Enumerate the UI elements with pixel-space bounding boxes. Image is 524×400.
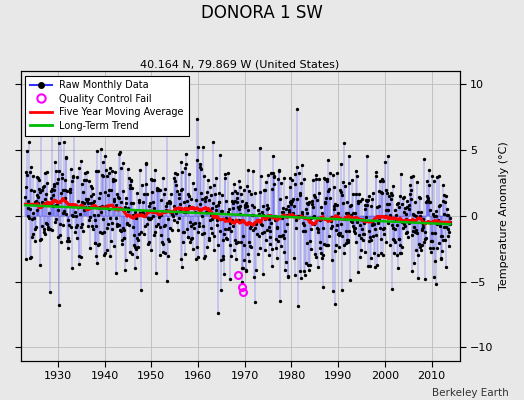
Title: 40.164 N, 79.869 W (United States): 40.164 N, 79.869 W (United States): [140, 60, 340, 70]
Text: Berkeley Earth: Berkeley Earth: [432, 388, 508, 398]
Legend: Raw Monthly Data, Quality Control Fail, Five Year Moving Average, Long-Term Tren: Raw Monthly Data, Quality Control Fail, …: [26, 76, 189, 136]
Y-axis label: Temperature Anomaly (°C): Temperature Anomaly (°C): [499, 141, 509, 290]
Text: DONORA 1 SW: DONORA 1 SW: [201, 4, 323, 22]
